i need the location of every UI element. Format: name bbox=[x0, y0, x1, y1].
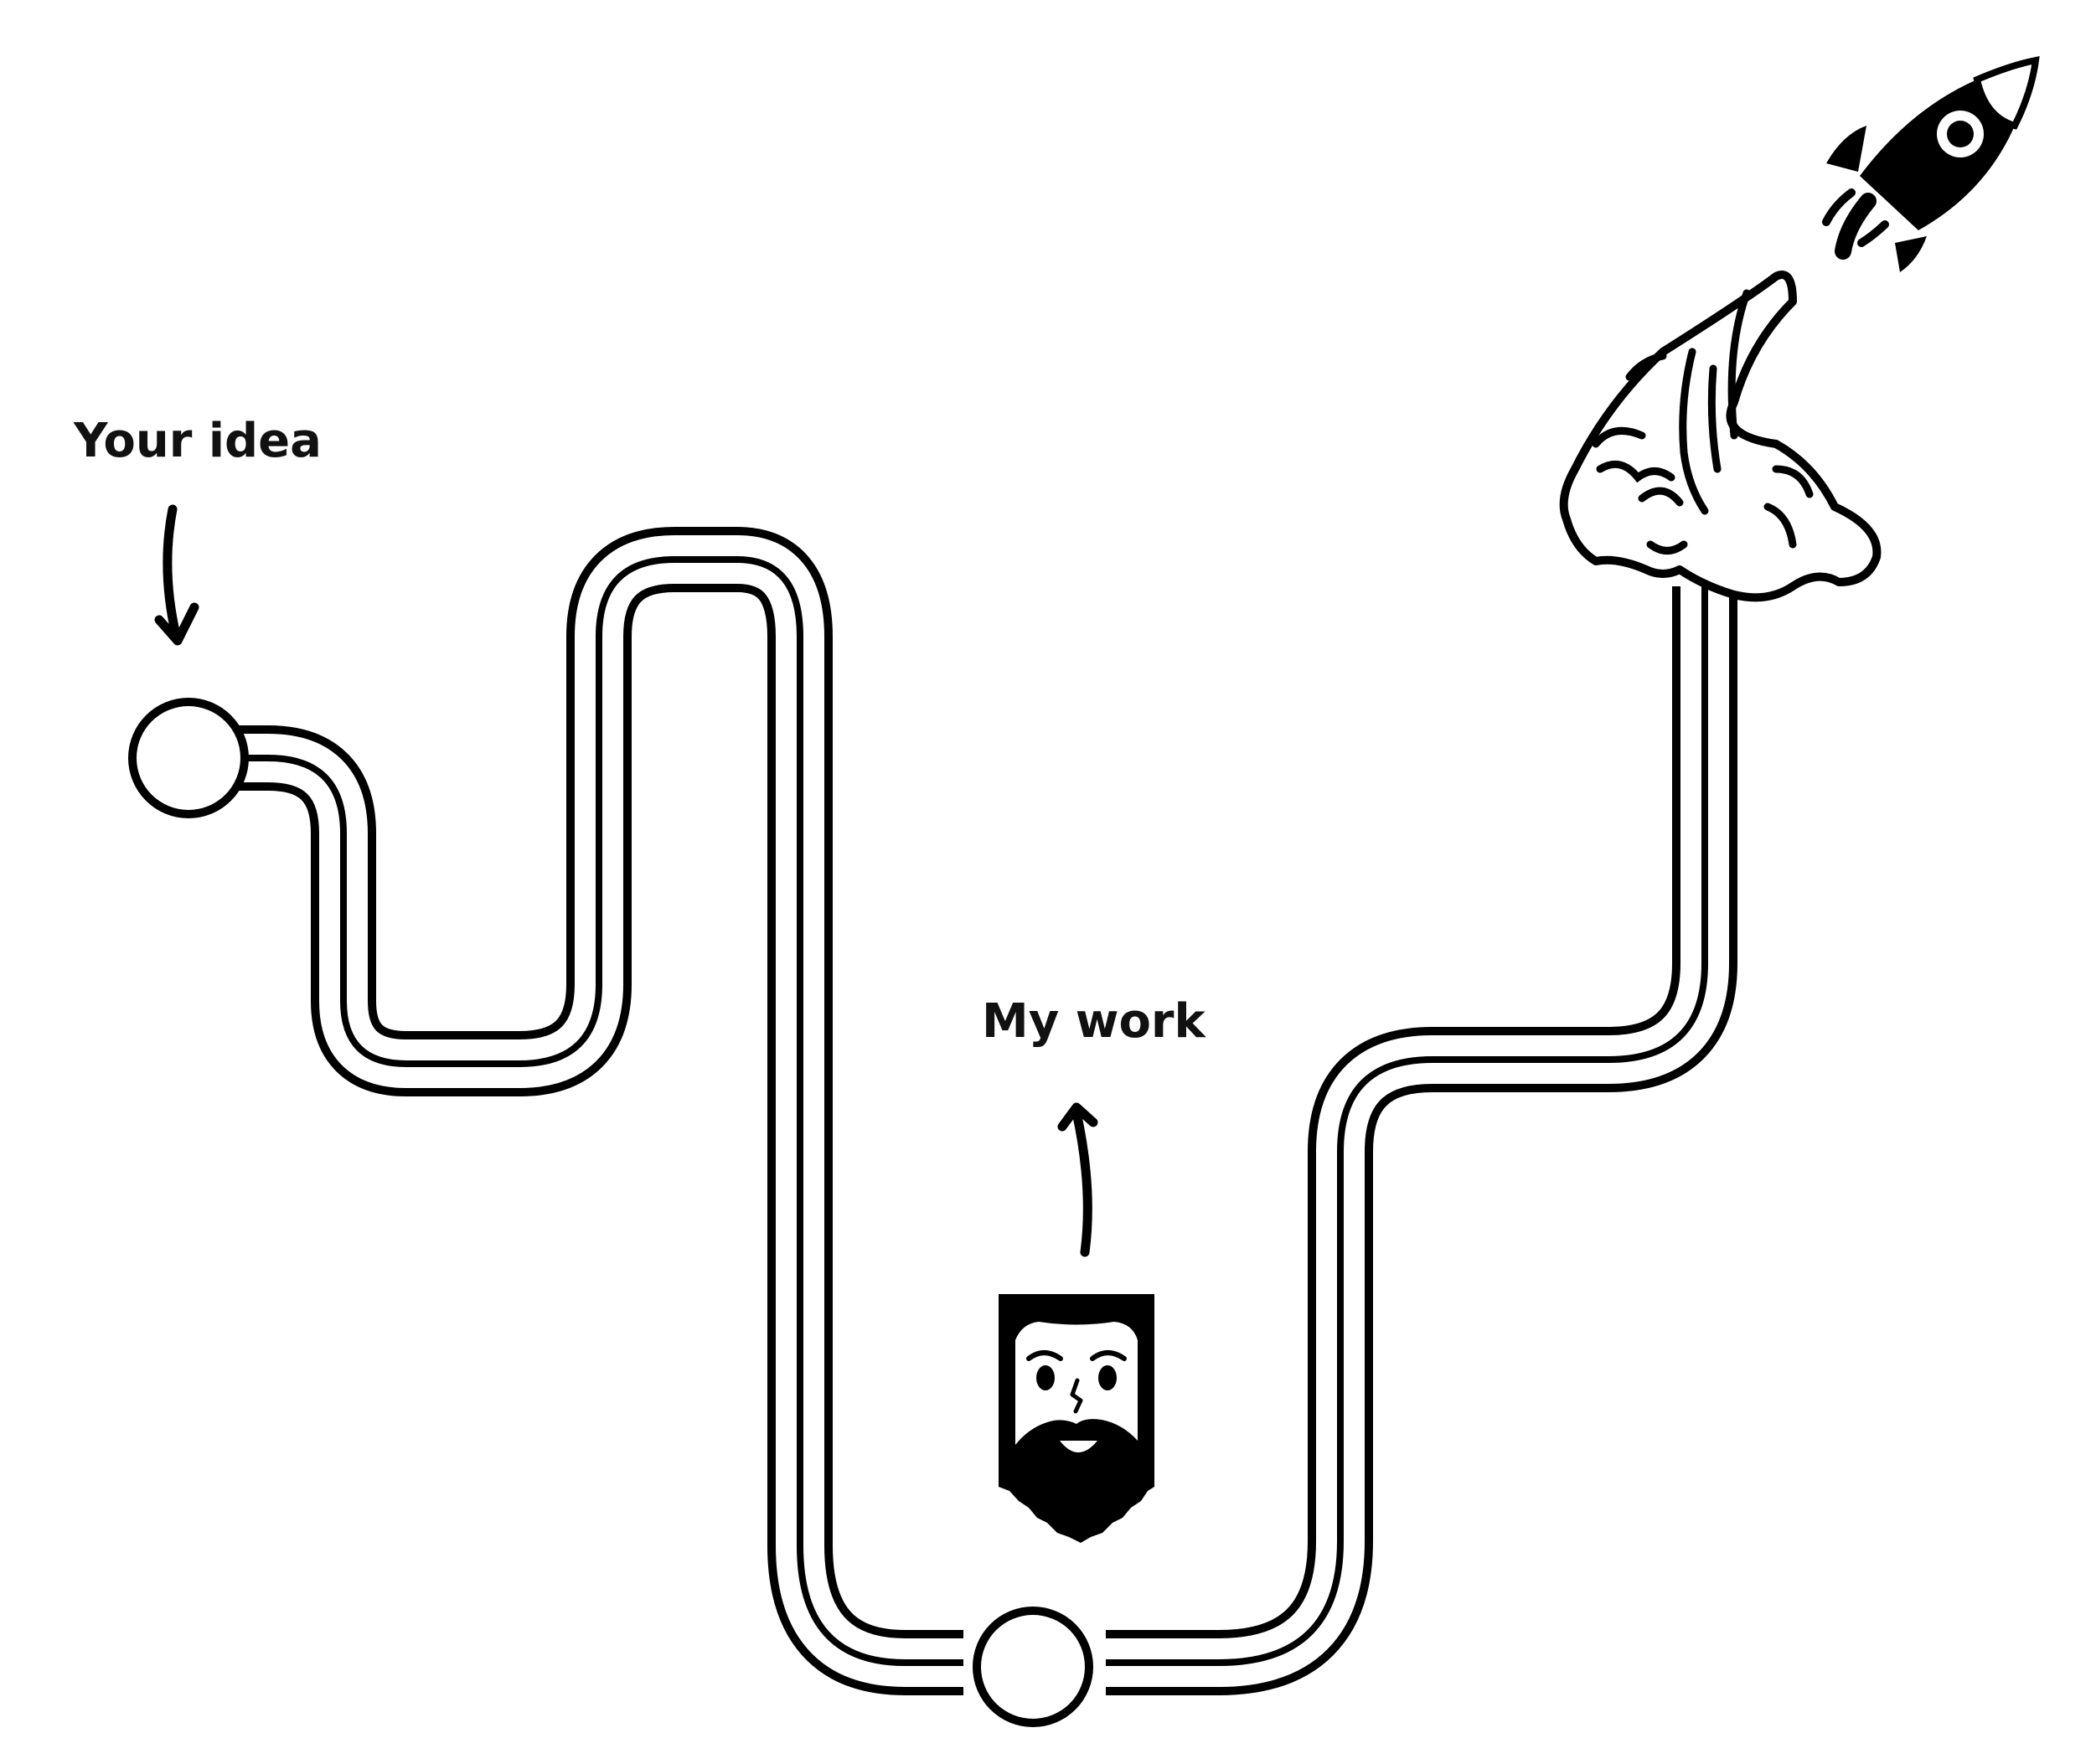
smoke-cloud-icon bbox=[1559, 271, 1882, 602]
winding-road bbox=[188, 527, 1737, 1695]
rocket-icon bbox=[1822, 55, 2040, 272]
down-arrow bbox=[154, 504, 199, 646]
bearded-man-portrait-icon bbox=[999, 1294, 1154, 1543]
middle-circle bbox=[973, 1607, 1093, 1727]
start-circle bbox=[128, 698, 249, 818]
your-idea-label: Your idea bbox=[73, 414, 322, 468]
up-arrow bbox=[1057, 1102, 1098, 1257]
my-work-label: My work bbox=[982, 994, 1207, 1049]
